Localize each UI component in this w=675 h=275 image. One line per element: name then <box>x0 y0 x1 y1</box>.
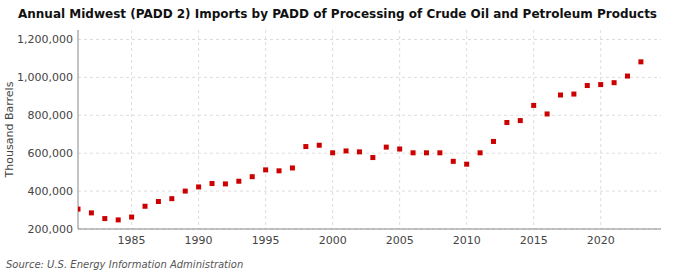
point <box>344 148 349 153</box>
point <box>491 139 496 144</box>
point <box>89 210 94 215</box>
point <box>357 149 362 154</box>
point <box>183 189 188 194</box>
point <box>424 150 429 155</box>
y-axis-label: Thousand Barrels <box>3 81 16 178</box>
point <box>545 111 550 116</box>
point <box>102 216 107 221</box>
point <box>129 215 134 220</box>
x-tick-label: 2020 <box>587 234 615 247</box>
point <box>571 92 576 97</box>
y-tick-label: 200,000 <box>28 223 74 236</box>
x-grid-line <box>466 30 467 229</box>
point <box>612 80 617 85</box>
point <box>598 82 603 87</box>
x-grid-line <box>399 30 400 229</box>
point <box>638 59 643 64</box>
y-grid-line <box>78 77 661 78</box>
axes: 200,000 400,000 600,000 800,000 1,000,000 1,2… <box>17 30 661 247</box>
point <box>411 150 416 155</box>
point <box>143 204 148 209</box>
x-grid-line <box>131 30 132 229</box>
point <box>504 120 509 125</box>
y-tick-label: 800,000 <box>28 109 74 122</box>
x-grid-line <box>198 30 199 229</box>
y-grid-line <box>78 115 661 116</box>
point <box>464 162 469 167</box>
y-tick-label: 600,000 <box>28 147 74 160</box>
y-grid-line <box>78 191 661 192</box>
y-tick-label: 400,000 <box>28 185 74 198</box>
point <box>451 159 456 164</box>
point <box>277 168 282 173</box>
point <box>169 196 174 201</box>
y-tick-label: 1,200,000 <box>17 33 73 46</box>
source-note: Source: U.S. Energy Information Administ… <box>6 259 243 270</box>
point <box>156 199 161 204</box>
point <box>558 93 563 98</box>
point <box>625 74 630 79</box>
point <box>290 165 295 170</box>
points <box>78 59 643 222</box>
point <box>116 217 121 222</box>
point <box>236 179 241 184</box>
point <box>263 167 268 172</box>
point <box>478 150 483 155</box>
y-tick-label: 1,000,000 <box>17 71 73 84</box>
y-grid-line <box>78 153 661 154</box>
chart: 200,000 400,000 600,000 800,000 1,000,000 1,2… <box>0 0 675 275</box>
point <box>317 143 322 148</box>
point <box>250 174 255 179</box>
y-axis-line <box>78 30 79 229</box>
point <box>223 181 228 186</box>
x-grid-line <box>265 30 266 229</box>
y-grid-line <box>78 229 661 230</box>
point <box>585 83 590 88</box>
point <box>397 147 402 152</box>
x-tick-label: 2010 <box>453 234 481 247</box>
x-tick-label: 2000 <box>319 234 347 247</box>
point <box>303 144 308 149</box>
point <box>210 181 215 186</box>
x-tick-label: 2005 <box>386 234 414 247</box>
x-tick-label: 1985 <box>118 234 146 247</box>
x-axis-line <box>78 229 661 230</box>
y-grid-line <box>78 39 661 40</box>
point <box>78 207 81 212</box>
x-grid-line <box>533 30 534 229</box>
x-grid-line <box>332 30 333 229</box>
point <box>437 150 442 155</box>
x-tick-label: 1990 <box>185 234 213 247</box>
title: Annual Midwest (PADD 2) Imports by PADD … <box>18 7 657 21</box>
x-grid-line <box>600 30 601 229</box>
x-tick-label: 1995 <box>252 234 280 247</box>
point <box>531 103 536 108</box>
point <box>518 118 523 123</box>
x-tick-label: 2015 <box>520 234 548 247</box>
point <box>384 145 389 150</box>
point <box>196 184 201 189</box>
grid <box>78 30 661 229</box>
point <box>330 150 335 155</box>
point <box>370 155 375 160</box>
